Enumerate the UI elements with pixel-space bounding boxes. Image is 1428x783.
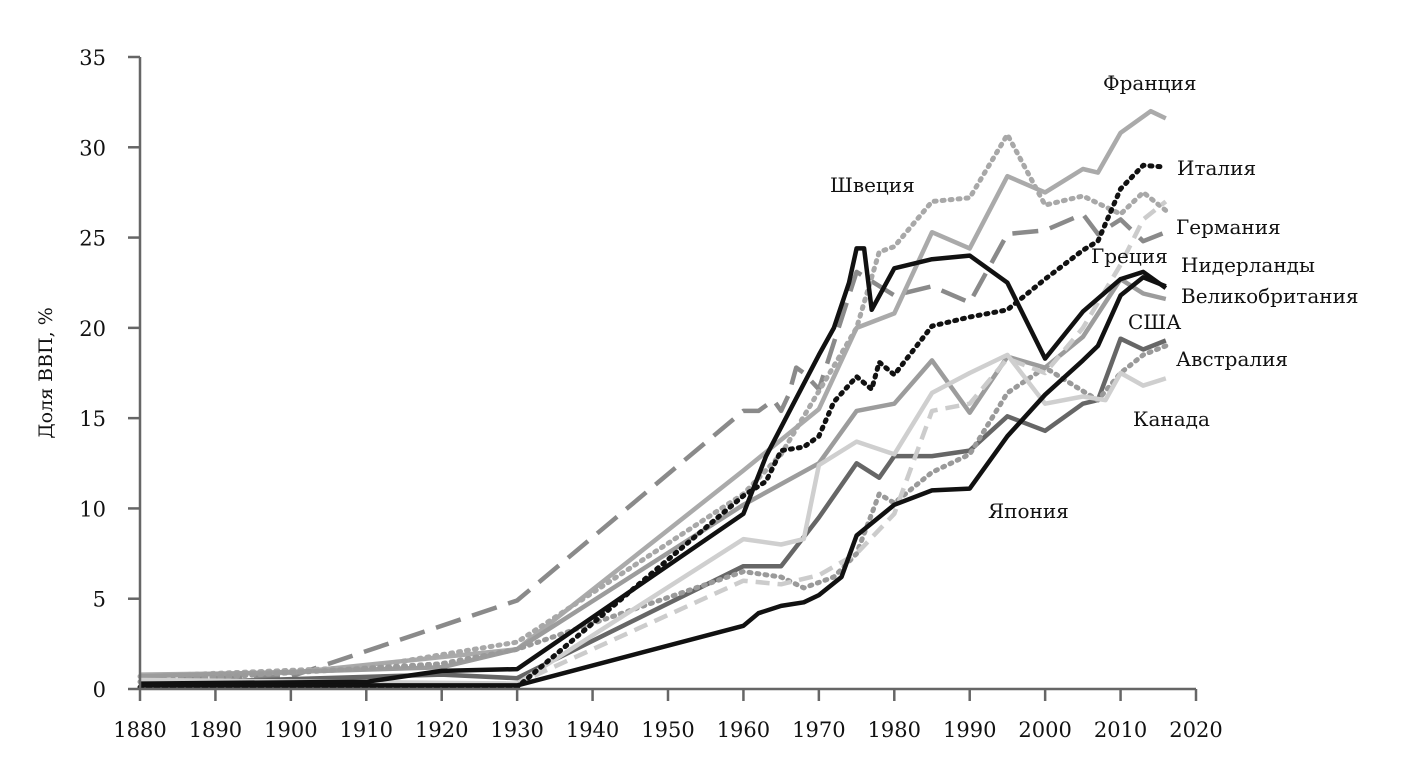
y-tick-label: 25 [79,227,106,251]
y-tick-label: 5 [93,588,106,612]
y-tick-label: 35 [79,46,106,70]
y-tick-label: 10 [79,497,106,521]
series-line-1 [139,108,1167,677]
series-line-7 [139,352,1167,686]
series-label: Нидерланды [1181,253,1315,277]
x-tick-label: 1990 [943,718,996,742]
series-line-6 [139,199,1168,686]
series-line-3 [139,276,1167,679]
series-label: Австралия [1176,347,1288,371]
y-tick-label: 15 [79,407,106,431]
series-label: Франция [1103,71,1196,95]
x-tick-label: 2010 [1094,718,1147,742]
x-tick-label: 1880 [113,718,166,742]
series-line-8 [137,162,1169,690]
series-line-2 [137,132,1169,679]
series-label: Швеция [830,173,915,197]
series-line-0 [139,211,1167,683]
series-label: Италия [1177,156,1256,180]
series-line-10 [140,275,1167,688]
x-tick-label: 1920 [415,718,468,742]
x-tick-label: 1910 [340,718,393,742]
x-tick-label: 1930 [490,718,543,742]
x-tick-label: 2020 [1169,718,1222,742]
y-tick-label: 20 [79,317,106,341]
x-tick-label: 1980 [868,718,921,742]
series-label: Греция [1091,244,1168,268]
x-tick-label: 1960 [717,718,770,742]
series-label: Германия [1176,215,1281,239]
series-label: Великобритания [1181,284,1359,308]
x-tick-label: 1890 [189,718,242,742]
y-tick-label: 30 [79,136,106,160]
y-tick-label: 0 [93,678,106,702]
series-label: Япония [988,499,1069,523]
y-axis-label: Доля ВВП, % [35,307,57,439]
series-label: Канада [1133,407,1210,431]
x-tick-label: 1970 [792,718,845,742]
x-tick-label: 1900 [264,718,317,742]
x-tick-label: 1950 [641,718,694,742]
series-line-9 [139,246,1168,686]
x-tick-label: 1940 [566,718,619,742]
series-label: США [1128,310,1181,334]
x-tick-label: 2000 [1018,718,1071,742]
